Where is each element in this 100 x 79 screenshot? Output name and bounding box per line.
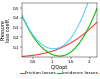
Incidence losses: [44, 49, 45, 50]
Total: [55, 48, 56, 49]
Friction losses: [59, 48, 60, 49]
Friction losses: [93, 25, 94, 26]
Incidence losses: [89, 25, 90, 26]
Total: [70, 38, 71, 39]
Line: Total: Total: [22, 0, 97, 49]
Incidence losses: [40, 46, 41, 47]
Incidence losses: [63, 55, 64, 56]
Incidence losses: [74, 48, 75, 49]
Total: [36, 39, 38, 40]
Total: [44, 46, 45, 47]
Line: Incidence losses: Incidence losses: [22, 8, 97, 56]
Friction losses: [85, 32, 86, 33]
Total: [85, 8, 86, 9]
Incidence losses: [96, 8, 98, 9]
Incidence losses: [81, 39, 83, 40]
Friction losses: [51, 51, 53, 52]
Incidence losses: [55, 55, 56, 56]
Friction losses: [89, 29, 90, 30]
Total: [63, 45, 64, 46]
Friction losses: [96, 22, 98, 23]
Friction losses: [66, 44, 68, 45]
Total: [25, 22, 26, 23]
Incidence losses: [33, 36, 34, 37]
Total: [48, 47, 49, 48]
Total: [78, 25, 79, 26]
Friction losses: [36, 54, 38, 55]
Legend: Friction losses, Incidence losses, Total: Friction losses, Incidence losses, Total: [20, 71, 100, 75]
Friction losses: [55, 49, 56, 50]
Total: [29, 29, 30, 30]
Friction losses: [44, 53, 45, 54]
Friction losses: [70, 42, 71, 43]
Incidence losses: [70, 52, 71, 53]
Friction losses: [25, 56, 26, 57]
Total: [81, 17, 83, 18]
Friction losses: [29, 55, 30, 56]
Friction losses: [40, 54, 41, 55]
Friction losses: [81, 35, 83, 36]
Friction losses: [74, 40, 75, 41]
Total: [40, 43, 41, 44]
Incidence losses: [25, 23, 26, 24]
Friction losses: [21, 56, 23, 57]
Incidence losses: [36, 42, 38, 43]
Incidence losses: [48, 52, 49, 53]
Incidence losses: [93, 17, 94, 18]
Friction losses: [33, 55, 34, 56]
Total: [66, 42, 68, 43]
Incidence losses: [66, 54, 68, 55]
Total: [74, 32, 75, 33]
Incidence losses: [29, 30, 30, 31]
Line: Friction losses: Friction losses: [22, 22, 97, 56]
Friction losses: [63, 46, 64, 47]
Incidence losses: [59, 56, 60, 57]
Incidence losses: [51, 54, 53, 55]
Incidence losses: [78, 44, 79, 45]
X-axis label: Q/Qopt: Q/Qopt: [51, 65, 68, 70]
Friction losses: [78, 38, 79, 39]
Total: [33, 35, 34, 36]
Incidence losses: [21, 15, 23, 16]
Y-axis label: Pressure
loss coeff.: Pressure loss coeff.: [0, 18, 11, 42]
Friction losses: [48, 52, 49, 53]
Total: [51, 48, 53, 49]
Total: [59, 47, 60, 48]
Total: [21, 15, 23, 16]
